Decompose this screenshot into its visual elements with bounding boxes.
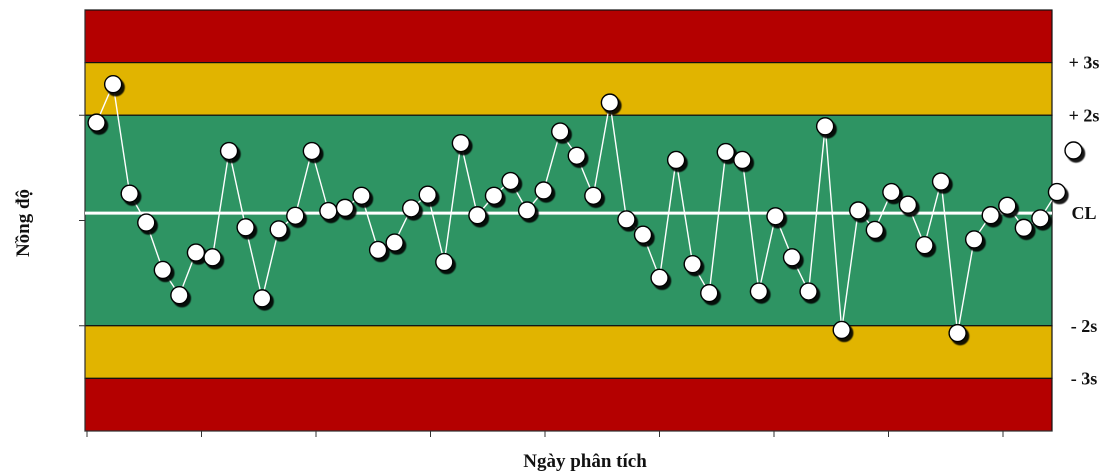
data-point-33 <box>633 225 653 244</box>
data-point-38 <box>716 142 736 162</box>
data-point-30 <box>584 186 603 205</box>
data-point-13 <box>302 141 322 161</box>
data-point-29 <box>567 146 586 165</box>
data-point-57 <box>1031 209 1050 228</box>
data-point-2 <box>120 184 139 203</box>
data-point-53 <box>964 230 984 249</box>
data-point-40 <box>749 282 769 301</box>
data-point-24 <box>484 186 504 205</box>
data-point-59 <box>1064 141 1083 160</box>
zone-label-3: - 2s <box>1071 316 1098 336</box>
zone-yellow-band-3 <box>84 325 1053 379</box>
data-point-31 <box>600 93 620 112</box>
data-point-32 <box>617 210 636 229</box>
zone-label-0: + 3s <box>1069 53 1100 73</box>
data-point-49 <box>898 195 918 214</box>
y-axis-title: Nồng độ <box>13 189 34 257</box>
data-point-14 <box>319 201 338 221</box>
data-point-47 <box>865 220 885 240</box>
data-point-26 <box>517 201 537 220</box>
data-point-11 <box>269 220 288 239</box>
data-point-43 <box>799 282 818 301</box>
data-point-46 <box>849 201 868 220</box>
data-point-23 <box>468 206 487 225</box>
data-point-39 <box>733 150 752 170</box>
data-point-15 <box>335 198 355 218</box>
data-point-54 <box>981 206 1000 225</box>
data-point-25 <box>501 171 520 191</box>
data-point-17 <box>368 240 388 260</box>
data-point-5 <box>170 286 189 305</box>
data-point-27 <box>534 181 553 200</box>
data-point-28 <box>551 122 570 141</box>
data-point-37 <box>700 283 719 303</box>
data-point-1 <box>103 75 123 94</box>
zone-yellow-band-1 <box>84 62 1053 116</box>
data-point-56 <box>1014 218 1034 238</box>
zone-label-4: - 3s <box>1071 368 1098 388</box>
data-point-6 <box>186 243 206 262</box>
data-point-50 <box>915 236 934 255</box>
data-point-52 <box>948 323 967 343</box>
data-point-42 <box>782 248 802 267</box>
data-point-20 <box>418 185 437 204</box>
data-point-45 <box>832 320 851 340</box>
data-point-10 <box>252 289 272 308</box>
data-point-22 <box>451 133 471 153</box>
data-point-0 <box>87 113 106 132</box>
data-point-18 <box>385 233 404 252</box>
data-point-48 <box>882 182 901 202</box>
data-point-16 <box>352 186 371 205</box>
data-point-3 <box>137 213 156 232</box>
x-axis-title: Ngày phân tích <box>523 451 647 472</box>
data-point-8 <box>219 141 239 161</box>
zone-label-2: CL <box>1071 203 1096 223</box>
data-point-44 <box>815 117 835 136</box>
data-point-51 <box>931 172 951 191</box>
data-point-35 <box>666 150 686 170</box>
zone-label-1: + 2s <box>1069 105 1100 125</box>
data-point-55 <box>998 196 1017 215</box>
zone-red-band-4 <box>84 377 1053 432</box>
data-point-41 <box>766 207 785 226</box>
data-point-58 <box>1047 182 1067 202</box>
data-point-9 <box>236 218 255 237</box>
data-point-19 <box>401 199 421 218</box>
data-point-4 <box>153 260 173 280</box>
data-point-21 <box>435 252 454 272</box>
data-point-36 <box>683 254 702 274</box>
data-point-12 <box>286 206 305 225</box>
data-point-34 <box>650 268 669 288</box>
zone-red-band-0 <box>84 9 1053 64</box>
data-point-7 <box>203 248 222 267</box>
